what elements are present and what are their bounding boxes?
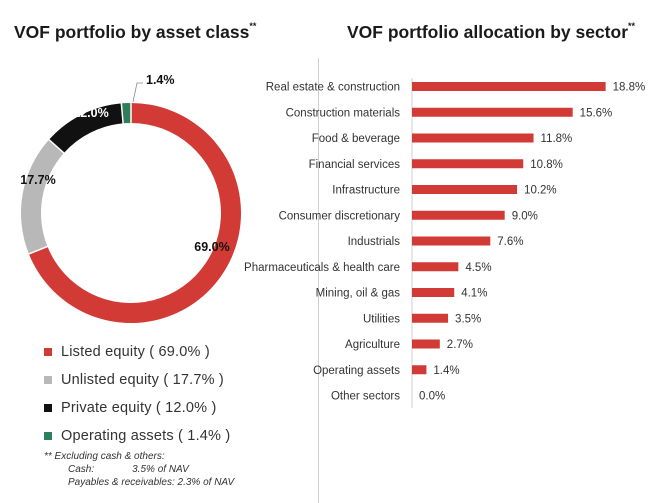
category-label-food-beverage: Food & beverage	[312, 133, 400, 145]
asset-class-title-text: VOF portfolio by asset class	[14, 22, 250, 42]
sector-title-mark: **	[628, 21, 636, 31]
donut-separator	[47, 138, 66, 155]
category-label-real-estate-construction: Real estate & construction	[266, 82, 400, 94]
value-label-industrials: 7.6%	[497, 236, 523, 248]
legend-label-private-equity: Private equity ( 12.0% )	[61, 400, 217, 416]
bar-financial-services	[412, 159, 524, 169]
donut-label-operating-assets: 1.4%	[146, 73, 175, 87]
category-label-operating-assets: Operating assets	[313, 365, 400, 377]
donut-slice-unlisted-equity	[21, 139, 64, 254]
value-label-food-beverage: 11.8%	[541, 133, 573, 145]
category-label-pharmaceuticals-health-care: Pharmaceuticals & health care	[244, 262, 400, 274]
donut-label-listed-equity: 69.0%	[194, 240, 229, 254]
legend-swatch-listed-equity	[44, 348, 52, 356]
value-label-utilities: 3.5%	[455, 313, 481, 325]
bar-operating-assets	[412, 365, 427, 375]
bar-agriculture	[412, 339, 440, 349]
category-label-construction-materials: Construction materials	[286, 107, 401, 119]
bar-construction-materials	[412, 107, 573, 117]
category-label-industrials: Industrials	[348, 236, 401, 248]
footnote-heading: ** Excluding cash & others:	[44, 451, 165, 462]
bar-pharmaceuticals-health-care	[412, 262, 459, 272]
legend-swatch-operating-assets	[44, 432, 52, 440]
footnote: ** Excluding cash & others: Cash: 3.5% of…	[44, 450, 234, 489]
asset-class-title-mark: **	[249, 21, 257, 31]
category-label-financial-services: Financial services	[309, 159, 401, 171]
footnote-cash-row: Cash: 3.5% of NAV	[44, 463, 234, 476]
donut-label-unlisted-equity: 17.7%	[20, 173, 55, 187]
value-label-agriculture: 2.7%	[447, 339, 473, 351]
value-label-operating-assets: 1.4%	[433, 365, 459, 377]
legend-item-listed-equity: Listed equity ( 69.0% )	[44, 338, 230, 366]
chart-divider	[318, 58, 319, 503]
bar-real-estate-construction	[412, 82, 606, 91]
legend-label-listed-equity: Listed equity ( 69.0% )	[61, 344, 210, 360]
category-label-other-sectors: Other sectors	[331, 391, 400, 403]
legend-swatch-private-equity	[44, 404, 52, 412]
footnote-cash-label: Cash:	[68, 464, 95, 475]
donut-slice-private-equity	[49, 103, 124, 154]
asset-class-donut-chart: 69.0% 17.7% 12.0% 1.4%	[20, 73, 242, 323]
category-label-utilities: Utilities	[363, 313, 400, 325]
legend-item-unlisted-equity: Unlisted equity ( 17.7% )	[44, 366, 230, 394]
legend-label-operating-assets: Operating assets ( 1.4% )	[61, 428, 231, 444]
asset-class-chart-title: VOF portfolio by asset class**	[14, 21, 257, 43]
value-label-financial-services: 10.8%	[530, 159, 563, 171]
category-label-agriculture: Agriculture	[345, 339, 400, 351]
footnote-payables: Payables & receivables: 2.3% of NAV	[68, 477, 235, 488]
legend-item-operating-assets: Operating assets ( 1.4% )	[44, 422, 230, 450]
footnote-cash-value: 3.5% of NAV	[132, 464, 189, 475]
bar-mining-oil-gas	[412, 288, 455, 297]
category-label-consumer-discretionary: Consumer discretionary	[279, 210, 401, 222]
bar-consumer-discretionary	[412, 210, 505, 220]
donut-leader-line	[132, 82, 143, 103]
bar-utilities	[412, 313, 449, 323]
donut-slice-operating-assets	[121, 103, 131, 124]
asset-class-legend: Listed equity ( 69.0% ) Unlisted equity …	[44, 338, 230, 450]
legend-label-unlisted-equity: Unlisted equity ( 17.7% )	[61, 372, 224, 388]
sector-chart-title: VOF portfolio allocation by sector**	[347, 21, 636, 43]
donut-separator	[120, 102, 124, 125]
value-label-construction-materials: 15.6%	[580, 107, 613, 119]
value-label-infrastructure: 10.2%	[524, 185, 557, 197]
legend-swatch-unlisted-equity	[44, 376, 52, 384]
sector-title-text: VOF portfolio allocation by sector	[347, 22, 628, 42]
bar-food-beverage	[412, 133, 534, 143]
value-label-mining-oil-gas: 4.1%	[461, 288, 487, 300]
bar-infrastructure	[412, 185, 518, 194]
donut-label-private-equity: 12.0%	[73, 106, 108, 120]
value-label-pharmaceuticals-health-care: 4.5%	[465, 262, 491, 274]
donut-separator	[27, 245, 49, 256]
category-label-mining-oil-gas: Mining, oil & gas	[316, 288, 401, 300]
category-label-infrastructure: Infrastructure	[332, 185, 400, 197]
value-label-other-sectors: 0.0%	[419, 391, 445, 403]
bar-industrials	[412, 236, 491, 246]
value-label-real-estate-construction: 18.8%	[613, 82, 646, 94]
value-label-consumer-discretionary: 9.0%	[512, 210, 538, 222]
legend-item-private-equity: Private equity ( 12.0% )	[44, 394, 230, 422]
